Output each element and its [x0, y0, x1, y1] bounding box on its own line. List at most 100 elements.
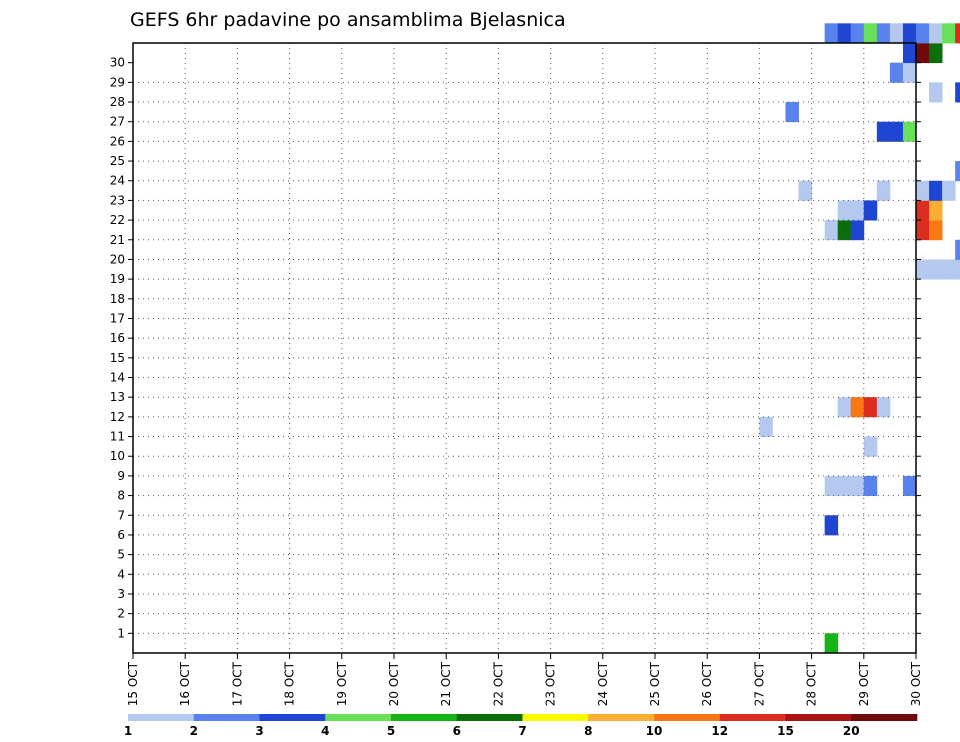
legend-label: 6: [453, 724, 461, 738]
heatmap-cell: [929, 23, 943, 44]
legend-swatch: [851, 714, 918, 721]
heatmap-cell: [876, 121, 891, 142]
x-tick-label: 18 OCT: [283, 661, 297, 706]
x-axis: 15 OCT 16 OCT 17 OCT 18 OCT 19 OCT 20 OCT 21 O…: [126, 653, 923, 706]
heatmap-cell: [863, 436, 878, 457]
heatmap-cell: [889, 23, 904, 44]
x-tick-label: 30 OCT: [909, 661, 923, 706]
heatmap-cell: [955, 23, 960, 44]
heatmap-cell: [863, 200, 878, 221]
y-tick-label: 11: [110, 430, 125, 444]
x-tick-label: 15 OCT: [126, 661, 140, 706]
y-tick-label: 13: [110, 390, 125, 404]
y-tick-label: 30: [110, 56, 125, 70]
heatmap-cell: [902, 475, 917, 496]
legend-label: 12: [711, 724, 728, 738]
x-tick-label: 23 OCT: [544, 661, 558, 706]
y-tick-label: 3: [117, 587, 125, 601]
y-tick-label: 1: [117, 626, 125, 640]
heatmap-cell: [955, 239, 960, 260]
heatmap-cell: [942, 180, 956, 201]
heatmap-cell: [863, 23, 878, 44]
heatmap-cell: [929, 200, 943, 221]
legend-swatch: [325, 714, 392, 721]
y-tick-label: 7: [117, 508, 125, 522]
legend-label: 1: [124, 724, 132, 738]
heatmap-cell: [955, 259, 960, 280]
heatmap-cells: [759, 23, 960, 654]
plot-area-frame: [132, 42, 917, 654]
heatmap-cell: [850, 200, 865, 221]
heatmap-cell: [824, 475, 839, 496]
y-tick-label: 28: [110, 95, 125, 109]
y-tick-label: 29: [110, 75, 125, 89]
heatmap-cell: [824, 515, 839, 536]
heatmap-cell: [785, 102, 799, 123]
chart-title: GEFS 6hr padavine po ansamblima Bjelasni…: [130, 9, 566, 31]
x-tick-label: 21 OCT: [439, 661, 453, 706]
legend-swatch: [588, 714, 655, 721]
heatmap-cell: [955, 82, 960, 103]
legend-label: 20: [843, 724, 860, 738]
x-tick-label: 16 OCT: [178, 661, 192, 706]
y-tick-label: 21: [110, 233, 125, 247]
x-tick-label: 28 OCT: [805, 661, 819, 706]
y-axis: 1234567891011121314151617181920212223242…: [110, 56, 921, 640]
x-tick-label: 26 OCT: [700, 661, 714, 706]
y-tick-label: 26: [110, 134, 125, 148]
legend-swatch: [522, 714, 589, 721]
heatmap-cell: [863, 397, 878, 418]
heatmap-cell: [824, 633, 839, 654]
heatmap-cell: [876, 23, 891, 44]
heatmap-cell: [850, 23, 865, 44]
x-tick-label: 17 OCT: [230, 661, 244, 706]
x-tick-label: 25 OCT: [648, 661, 662, 706]
legend-label: 7: [518, 724, 526, 738]
y-tick-label: 2: [117, 607, 125, 621]
y-tick-label: 8: [117, 489, 125, 503]
y-tick-label: 6: [117, 528, 125, 542]
y-tick-label: 24: [110, 174, 125, 188]
y-tick-label: 4: [117, 567, 125, 581]
y-tick-label: 10: [110, 449, 125, 463]
heatmap-cell: [837, 397, 852, 418]
legend-label: 10: [646, 724, 663, 738]
heatmap-cell: [916, 200, 930, 221]
y-tick-label: 23: [110, 193, 125, 207]
heatmap-cell: [876, 397, 891, 418]
heatmap-cell: [902, 43, 917, 64]
y-tick-label: 18: [110, 292, 125, 306]
x-tick-label: 20 OCT: [387, 661, 401, 706]
legend-swatch: [391, 714, 458, 721]
legend-swatch: [719, 714, 786, 721]
heatmap-cell: [929, 180, 943, 201]
grid-lines: [133, 43, 916, 653]
y-tick-label: 16: [110, 331, 125, 345]
heatmap-cell: [902, 23, 917, 44]
legend-swatch: [785, 714, 852, 721]
legend-swatch: [456, 714, 523, 721]
heatmap-cell: [837, 475, 852, 496]
heatmap-cell: [824, 23, 839, 44]
heatmap-cell: [916, 180, 930, 201]
y-tick-label: 20: [110, 252, 125, 266]
heatmap-cell: [863, 475, 878, 496]
heatmap-cell: [850, 475, 865, 496]
heatmap-cell: [889, 62, 904, 83]
y-tick-label: 5: [117, 548, 125, 562]
heatmap-cell: [902, 62, 917, 83]
x-tick-label: 27 OCT: [752, 661, 766, 706]
legend-swatch: [128, 714, 195, 721]
heatmap-cell: [837, 23, 852, 44]
x-tick-label: 29 OCT: [857, 661, 871, 706]
legend-label: 8: [584, 724, 592, 738]
heatmap-cell: [929, 220, 943, 241]
y-tick-label: 15: [110, 351, 125, 365]
legend-label: 2: [190, 724, 198, 738]
heatmap-cell: [837, 200, 852, 221]
heatmap-cell: [824, 220, 839, 241]
heatmap-cell: [942, 23, 956, 44]
legend-swatch: [193, 714, 260, 721]
y-tick-label: 9: [117, 469, 125, 483]
